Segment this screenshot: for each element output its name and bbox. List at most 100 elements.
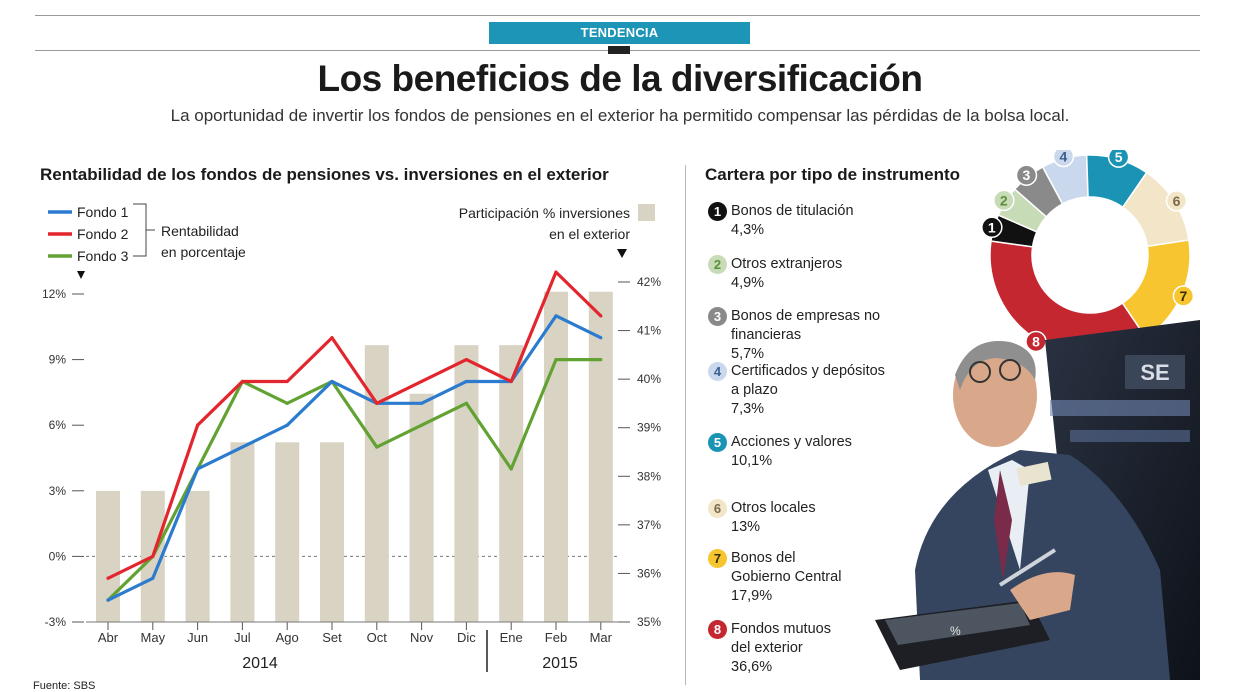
x-tick-label: Mar — [590, 630, 613, 645]
point-fondo-2 — [285, 379, 289, 384]
page-subtitle: La oportunidad de invertir los fondos de… — [170, 106, 1070, 125]
left-axis-label: Rentabilidad — [161, 223, 239, 239]
category-item-4: 4 Certificados y depósitos a plazo 7,3% — [708, 362, 968, 419]
right-tick-label: 40% — [637, 372, 661, 386]
pie-badge-label: 7 — [1180, 288, 1188, 304]
left-axis-arrow — [77, 271, 85, 279]
trader-photo: SE % — [875, 320, 1200, 680]
pie-badge-4 — [1052, 150, 1075, 168]
category-label: Certificados y depósitos a plazo 7,3% — [731, 362, 951, 419]
point-fondo-3 — [599, 358, 603, 362]
category-label: Bonos de titulación 4,3% — [731, 202, 951, 240]
legend-label: Fondo 2 — [77, 226, 129, 242]
right-tick-label: 39% — [637, 421, 661, 435]
line-chart-title: Rentabilidad de los fondos de pensiones … — [40, 165, 609, 184]
pie-badge-label: 5 — [1115, 150, 1123, 165]
point-fondo-1 — [420, 401, 424, 405]
category-number-badge: 4 — [708, 362, 727, 381]
category-item-5: 5 Acciones y valores 10,1% — [708, 433, 968, 471]
x-tick-label: Abr — [98, 630, 119, 645]
point-fondo-1 — [330, 379, 334, 384]
right-axis-ticks: 35% 36% 37% 38% 39% 40% 41% 42% — [637, 275, 661, 629]
screen-sign-text: SE — [1140, 360, 1169, 385]
x-axis-ticks: Abr May Jun Jul Ago Set Oct Nov Dic Ene Feb Mar 2014… — [86, 621, 618, 672]
left-axis-ticks: -3% 0% 3% 6% 9% 12% — [42, 287, 66, 629]
screen-sign — [1125, 355, 1185, 389]
source-note: Fuente: SBS — [33, 680, 96, 692]
bar-Ago — [275, 442, 300, 622]
bar-Feb — [544, 291, 568, 622]
category-label-line2: Gobierno Central — [731, 569, 842, 585]
point-fondo-1 — [151, 576, 155, 580]
legend-label: Fondo 1 — [77, 204, 129, 220]
returns-chart: -3%0%3%6%9%12% 35%36%37%38%39%40%41%42% … — [42, 203, 661, 672]
point-fondo-1 — [196, 467, 200, 471]
point-fondo-3 — [420, 423, 424, 427]
bars-legend-swatch — [638, 204, 655, 221]
line-series — [106, 270, 603, 602]
category-percent: 17,9% — [731, 588, 773, 604]
point-fondo-2 — [151, 554, 155, 558]
category-percent: 7,3% — [731, 401, 765, 417]
category-label: Otros extranjeros 4,9% — [731, 255, 951, 293]
calculator-symbol: % — [950, 624, 961, 638]
bar-Set — [320, 442, 344, 622]
bar-Ene — [499, 345, 524, 622]
pen — [998, 548, 1057, 587]
trader-badge — [1016, 461, 1052, 487]
right-tick-label: 36% — [637, 566, 661, 580]
point-fondo-1 — [464, 379, 468, 384]
category-number-badge: 2 — [708, 255, 727, 274]
bar-Nov — [409, 393, 434, 622]
bar-Oct — [364, 345, 389, 622]
left-axis-label: en porcentaje — [161, 244, 246, 260]
pie-badge-3 — [1015, 164, 1038, 186]
point-fondo-2 — [240, 379, 244, 384]
bar-Dic — [454, 345, 479, 622]
point-fondo-2 — [375, 401, 379, 405]
point-fondo-1 — [285, 423, 289, 427]
point-fondo-2 — [420, 379, 424, 384]
bar-Mar — [588, 291, 613, 622]
category-percent: 10,1% — [731, 453, 773, 469]
year-label: 2015 — [542, 655, 578, 672]
x-tick-label: Ago — [276, 630, 299, 645]
x-tick-label: Dic — [457, 630, 476, 645]
pie-badge-2 — [993, 189, 1015, 212]
right-tick-label: 42% — [637, 275, 661, 289]
point-fondo-3 — [285, 401, 289, 405]
right-tick-label: 35% — [637, 615, 661, 629]
bars-series — [96, 291, 613, 622]
right-axis-arrow — [617, 249, 627, 258]
category-number-badge: 3 — [708, 307, 727, 326]
pie-badge-label: 8 — [1032, 334, 1040, 350]
category-percent: 13% — [731, 519, 761, 535]
category-item-3: 3 Bonos de empresas no financieras 5,7% — [708, 307, 968, 364]
x-tick-label: Ene — [500, 630, 523, 645]
bar-Jul — [230, 442, 255, 622]
point-fondo-1 — [106, 598, 110, 602]
right-tick-label: 37% — [637, 518, 661, 532]
left-tick-label: 0% — [49, 549, 67, 563]
point-fondo-2 — [464, 358, 468, 362]
bar-Abr — [96, 490, 120, 622]
section-tag: TENDENCIA — [489, 22, 750, 44]
category-number-badge: 7 — [708, 549, 727, 568]
x-tick-label: Oct — [367, 630, 388, 645]
category-item-6: 6 Otros locales 13% — [708, 499, 968, 537]
category-percent: 36,6% — [731, 659, 773, 675]
category-number-badge: 5 — [708, 433, 727, 452]
category-label-line2: a plazo — [731, 382, 778, 398]
pie-badge-1 — [981, 216, 1003, 239]
category-number-badge: 8 — [708, 620, 727, 639]
category-label: Fondos mutuos del exterior 36,6% — [731, 620, 951, 677]
pie-badge-6 — [1165, 190, 1188, 212]
pie-badge-label: 1 — [988, 219, 996, 235]
face — [953, 343, 1037, 447]
pie-badge-label: 2 — [1000, 192, 1008, 208]
x-tick-label: May — [141, 630, 166, 645]
series-line-fondo-2 — [107, 270, 602, 580]
pie-badge-7 — [1172, 285, 1195, 307]
legend: Fondo 1 Fondo 2 Fondo 3 Rentabilidad en porc… — [48, 203, 655, 264]
category-item-2: 2 Otros extranjeros 4,9% — [708, 255, 968, 293]
